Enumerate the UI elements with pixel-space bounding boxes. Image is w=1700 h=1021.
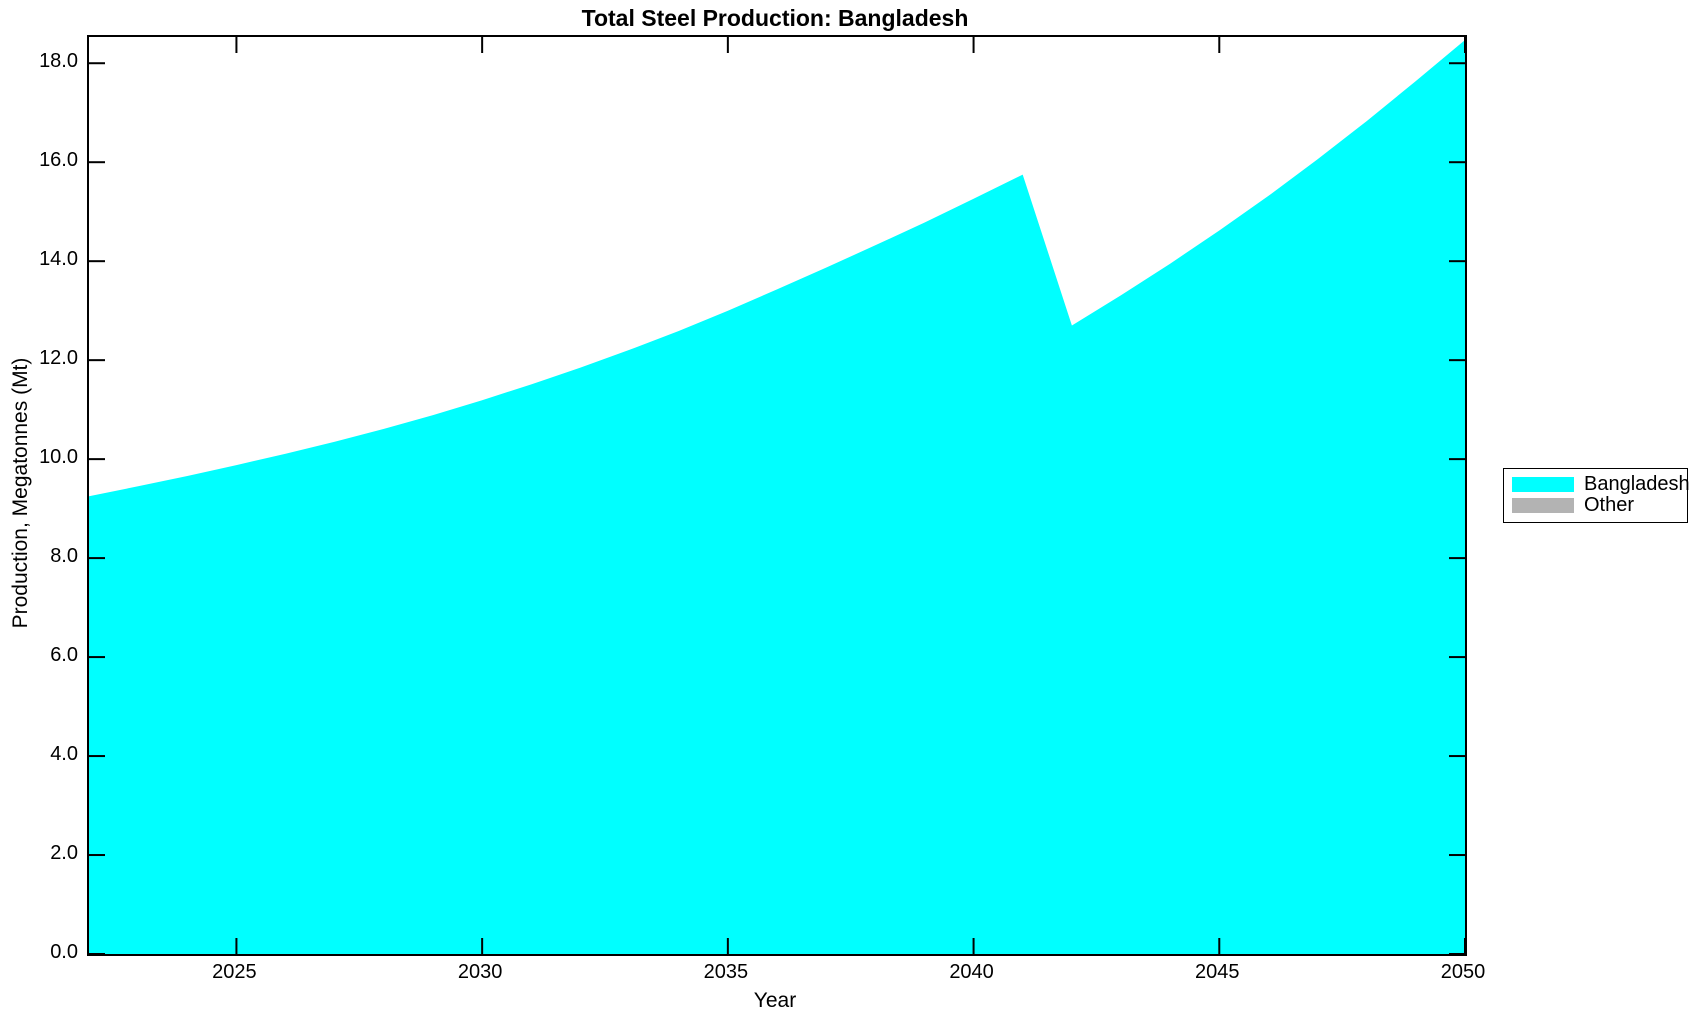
y-tick-label: 2.0 [50, 842, 78, 865]
y-tick-label: 8.0 [50, 545, 78, 568]
x-axis-label: Year [753, 989, 797, 1012]
x-tick-label: 2040 [949, 961, 994, 983]
area-series-bangladesh [89, 40, 1465, 954]
y-tick-label: 16.0 [39, 149, 78, 172]
chart-title: Total Steel Production: Bangladesh [581, 5, 969, 31]
y-tick-label: 18.0 [39, 50, 78, 73]
area-chart-canvas [89, 37, 1465, 954]
y-tick-label: 6.0 [50, 644, 78, 667]
y-tick-label: 0.0 [50, 941, 78, 963]
legend-label: Bangladesh [1584, 473, 1690, 495]
y-tick-label: 4.0 [50, 743, 78, 766]
legend-swatch-other [1512, 498, 1574, 513]
x-tick-label: 2045 [1195, 961, 1240, 983]
legend-swatch-bangladesh [1512, 477, 1574, 492]
legend-label: Other [1584, 494, 1635, 516]
legend: Bangladesh Other [1503, 468, 1690, 523]
plot-area [87, 35, 1467, 956]
y-tick-label: 14.0 [39, 248, 78, 271]
x-tick-label: 2050 [1440, 961, 1486, 983]
x-tick-label: 2025 [212, 961, 257, 983]
y-tick-label: 10.0 [39, 446, 78, 469]
legend-item-other: Other [1512, 495, 1679, 516]
x-tick-label: 2030 [457, 961, 503, 983]
y-axis-label: Production, Megatonnes (Mt) [9, 357, 32, 629]
x-tick-label: 2035 [703, 961, 749, 983]
y-tick-label: 12.0 [39, 347, 78, 370]
legend-item-bangladesh: Bangladesh [1512, 474, 1690, 495]
